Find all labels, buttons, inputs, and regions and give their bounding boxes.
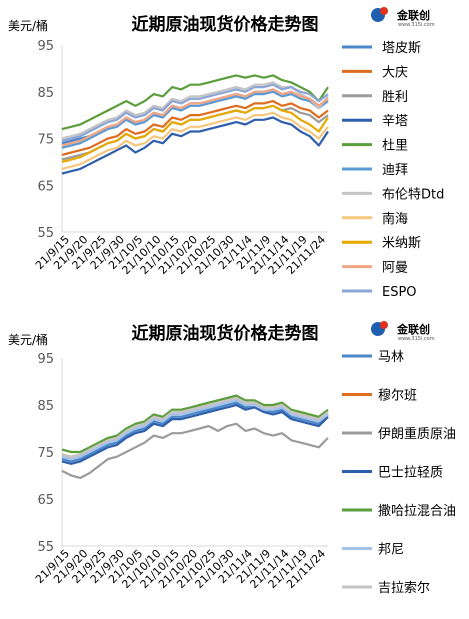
chart-1-title: 近期原油现货价格走势图: [132, 14, 319, 35]
logo-dot-icon: [380, 321, 388, 329]
legend-label: 米纳斯: [382, 236, 421, 251]
chart-2-y-unit: 美元/桶: [8, 332, 48, 347]
series-line-6: [61, 399, 329, 461]
legend-label: 塔皮斯: [382, 41, 421, 56]
chart-2: 近期原油现货价格走势图 美元/桶 金联创 www.315i.com 95 85 75…: [8, 321, 456, 596]
series-line-3: [61, 422, 329, 479]
logo-url: www.315i.com: [398, 22, 435, 28]
series-line-5: [61, 394, 329, 454]
logo-dot-icon: [380, 7, 388, 15]
chart-2-title: 近期原油现货价格走势图: [132, 323, 319, 344]
y-tick-label: 85: [37, 399, 54, 414]
legend-label: 穆尔班: [378, 389, 417, 404]
y-tick-label: 65: [37, 493, 54, 508]
series-line-7: [61, 396, 329, 458]
legend-label: 撒哈拉混合油: [378, 503, 456, 519]
legend-label: 布伦特Dtd: [382, 187, 444, 202]
y-tick-label: 75: [37, 133, 54, 148]
chart-1-logo: 金联创 www.315i.com: [371, 7, 435, 28]
chart-2-logo: 金联创 www.315i.com: [371, 321, 435, 342]
legend-label: 南海: [382, 211, 408, 227]
y-tick-label: 65: [37, 179, 54, 194]
series-line-11: [61, 83, 329, 142]
series-line-4: [61, 116, 329, 175]
series-line-1: [61, 401, 329, 463]
legend-label: 大庆: [382, 65, 408, 80]
legend-label: 迪拜: [382, 163, 408, 178]
logo-brand: 金联创: [396, 322, 430, 336]
series-line-4: [61, 403, 329, 465]
legend-label: 马林: [378, 350, 404, 365]
legend-label: 吉拉索尔: [378, 581, 430, 596]
chart-1: 近期原油现货价格走势图 美元/桶 金联创 www.315i.com 95 85 75…: [8, 7, 444, 300]
legend-label: 阿曼: [382, 261, 408, 276]
legend-label: ESPO: [382, 285, 417, 300]
y-tick-label: 55: [37, 540, 54, 555]
legend-label: 辛塔: [382, 114, 408, 129]
series-line-2: [61, 99, 329, 156]
series-line-6: [61, 90, 329, 149]
legend-label: 伊朗重质原油: [378, 426, 456, 442]
series-line-10: [61, 88, 329, 147]
series-line-9: [61, 104, 329, 163]
chart-1-plot-area: 958575655521/9/1521/9/2021/9/2521/9/3021…: [33, 39, 329, 277]
chart-2-plot-area: 958575655521/9/1521/9/2021/9/2521/9/3021…: [33, 352, 329, 591]
legend-label: 邦尼: [378, 543, 404, 558]
y-tick-label: 55: [37, 226, 54, 241]
legend-label: 胜利: [382, 90, 408, 105]
series-line-7: [61, 81, 329, 140]
legend-label: 杜里: [382, 139, 408, 154]
y-tick-label: 95: [37, 352, 54, 367]
logo-brand: 金联创: [396, 8, 430, 22]
legend-label: 巴士拉轻质: [378, 466, 443, 481]
logo-url: www.315i.com: [398, 336, 435, 342]
y-tick-label: 85: [37, 86, 54, 101]
y-tick-label: 95: [37, 39, 54, 54]
chart-1-y-unit: 美元/桶: [8, 18, 48, 33]
series-line-8: [61, 111, 329, 170]
y-tick-label: 75: [37, 446, 54, 461]
series-line-5: [61, 74, 329, 131]
